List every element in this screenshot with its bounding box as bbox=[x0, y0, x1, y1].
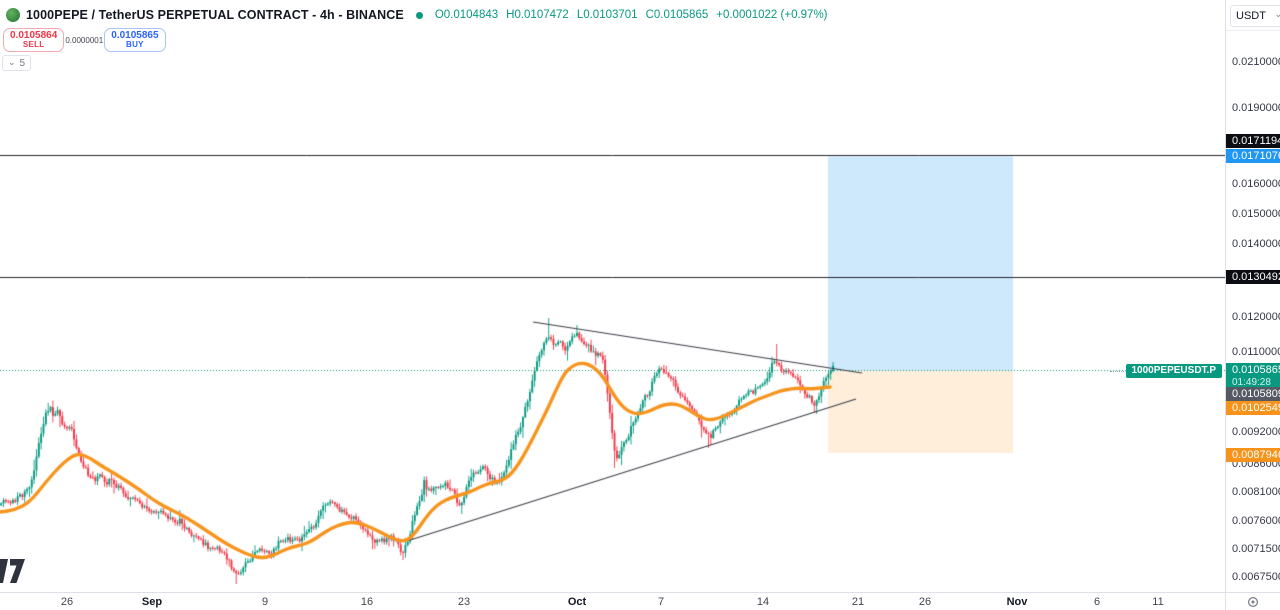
time-tick: 11 bbox=[1152, 596, 1164, 608]
sell-label: SELL bbox=[22, 40, 45, 50]
axis-vertical-separator bbox=[1225, 0, 1226, 610]
time-tick: 26 bbox=[918, 596, 932, 608]
price-tick: 0.0120000 bbox=[1232, 311, 1280, 323]
axis-header-separator bbox=[1226, 30, 1280, 31]
price-label-orange: 0.0102549 bbox=[1226, 401, 1280, 415]
sell-button[interactable]: 0.0105864 SELL bbox=[3, 28, 65, 52]
trade-panel: 0.0105864 SELL 0.0000001 0.0105865 BUY bbox=[3, 28, 166, 52]
buy-label: BUY bbox=[126, 40, 144, 50]
time-tick: 26 bbox=[60, 596, 74, 608]
price-tick: 0.0071500 bbox=[1232, 543, 1280, 555]
price-tick: 0.0067500 bbox=[1232, 571, 1280, 583]
buy-button[interactable]: 0.0105865 BUY bbox=[104, 28, 166, 52]
tag-leader-line bbox=[1109, 370, 1124, 372]
ohlc-low: L0.0103701 bbox=[576, 9, 638, 21]
price-label-orange: 0.0087946 bbox=[1226, 448, 1280, 462]
ohlc-close: C0.0105865 bbox=[645, 9, 709, 21]
chevron-down-icon: ⌄ bbox=[1274, 9, 1280, 19]
ohlc-high: H0.0107472 bbox=[506, 9, 569, 21]
price-label-blue: 0.0171076 bbox=[1226, 149, 1280, 163]
market-status-icon[interactable] bbox=[415, 11, 423, 19]
chevron-down-icon: ⌄ bbox=[8, 56, 16, 67]
price-label-black: 0.0130492 bbox=[1226, 270, 1280, 284]
price-tick: 0.0140000 bbox=[1232, 238, 1280, 250]
chart-canvas[interactable] bbox=[0, 0, 1225, 592]
buy-price: 0.0105865 bbox=[111, 29, 159, 41]
sell-price: 0.0105864 bbox=[10, 29, 58, 41]
symbol-logo-icon bbox=[6, 8, 20, 22]
price-tick: 0.0076000 bbox=[1232, 515, 1280, 527]
chart-pane[interactable]: 1000PEPEUSDT.P 1000PEPE / TetherUS PERPE… bbox=[0, 0, 1225, 592]
time-tick: 6 bbox=[1093, 596, 1101, 608]
hidden-indicators-count: 5 bbox=[19, 57, 26, 69]
time-axis[interactable]: 26 Sep 9 16 23 Oct 7 14 21 26 Nov 6 11 bbox=[0, 593, 1225, 610]
price-tick: 0.0190000 bbox=[1232, 102, 1280, 114]
time-tick: 23 bbox=[457, 596, 471, 608]
price-axis[interactable]: USDT ⌄ 0.0210000 0.0190000 0.0160000 0.0150… bbox=[1226, 0, 1280, 592]
price-tick: 0.0092000 bbox=[1232, 426, 1280, 438]
price-tick: 0.0110000 bbox=[1232, 346, 1280, 358]
ohlc-change: +0.0001022 (+0.97%) bbox=[716, 9, 828, 21]
price-label-black: 0.0171194 bbox=[1226, 134, 1280, 148]
time-tick: Oct bbox=[567, 596, 587, 608]
tradingview-logo bbox=[0, 559, 25, 583]
time-tick: 9 bbox=[261, 596, 269, 608]
time-tick: 7 bbox=[657, 596, 665, 608]
price-tick: 0.0081000 bbox=[1232, 486, 1280, 498]
time-tick: Nov bbox=[1006, 596, 1028, 608]
target-icon[interactable] bbox=[1247, 596, 1259, 608]
currency-label: USDT bbox=[1236, 10, 1266, 22]
price-label-teal: 0.0105865 01:49:28 bbox=[1226, 363, 1280, 389]
time-tick: 16 bbox=[360, 596, 374, 608]
symbol-title[interactable]: 1000PEPE / TetherUS PERPETUAL CONTRACT -… bbox=[26, 8, 404, 22]
legend-collapse-toggle[interactable]: ⌄ 5 bbox=[2, 55, 32, 71]
ohlc-values: O0.0104843 H0.0107472 L0.0103701 C0.0105… bbox=[435, 9, 828, 21]
bar-countdown: 01:49:28 bbox=[1232, 377, 1271, 388]
axis-corner bbox=[1226, 593, 1280, 610]
symbol-tag-label: 1000PEPEUSDT.P bbox=[1125, 364, 1222, 378]
symbol-price-tag: 1000PEPEUSDT.P bbox=[1109, 364, 1222, 378]
price-label-gray: 0.0105809 bbox=[1226, 387, 1280, 401]
ohlc-open: O0.0104843 bbox=[434, 9, 499, 21]
time-tick: 21 bbox=[851, 596, 865, 608]
price-tick: 0.0160000 bbox=[1232, 178, 1280, 190]
currency-dropdown[interactable]: USDT ⌄ bbox=[1230, 5, 1280, 27]
price-tick: 0.0150000 bbox=[1232, 208, 1280, 220]
time-tick: Sep bbox=[141, 596, 163, 608]
chart-legend: 1000PEPE / TetherUS PERPETUAL CONTRACT -… bbox=[6, 8, 828, 22]
axis-horizontal-separator bbox=[0, 592, 1280, 593]
time-tick: 14 bbox=[756, 596, 770, 608]
spread-value: 0.0000001 bbox=[65, 35, 104, 45]
price-tick: 0.0210000 bbox=[1232, 56, 1280, 68]
